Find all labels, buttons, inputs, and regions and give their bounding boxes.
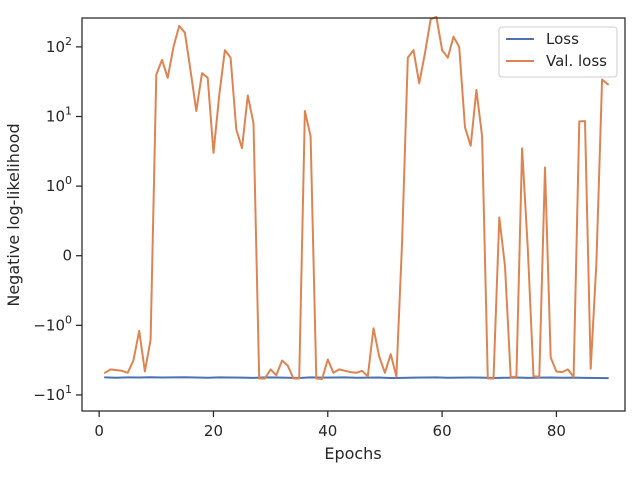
y-tick-label: 100 bbox=[46, 174, 72, 195]
x-tick-label: 0 bbox=[94, 422, 104, 440]
x-axis-ticks: 0 20 40 60 80 bbox=[94, 411, 566, 440]
legend: Loss Val. loss bbox=[498, 26, 618, 78]
y-axis-ticks: −101 −100 0 100 101 102 bbox=[33, 35, 82, 404]
x-axis-label: Epochs bbox=[324, 444, 381, 463]
legend-label-val-loss: Val. loss bbox=[546, 52, 607, 70]
y-tick-label: 102 bbox=[46, 35, 72, 56]
x-tick-label: 40 bbox=[318, 422, 337, 440]
legend-label-loss: Loss bbox=[546, 30, 579, 48]
y-tick-label: 101 bbox=[46, 105, 72, 126]
y-tick-label: −100 bbox=[33, 313, 72, 334]
series-line-val-loss bbox=[103, 15, 609, 380]
plot-frame bbox=[81, 17, 626, 412]
y-tick-label: −101 bbox=[33, 383, 72, 404]
x-tick-label: 20 bbox=[204, 422, 223, 440]
series-lines bbox=[103, 15, 609, 380]
y-tick-label: 0 bbox=[62, 247, 72, 265]
x-tick-label: 80 bbox=[547, 422, 566, 440]
series-line-loss bbox=[103, 376, 609, 380]
x-tick-label: 60 bbox=[433, 422, 452, 440]
y-axis-label: Negative log-likelihood bbox=[4, 123, 23, 306]
